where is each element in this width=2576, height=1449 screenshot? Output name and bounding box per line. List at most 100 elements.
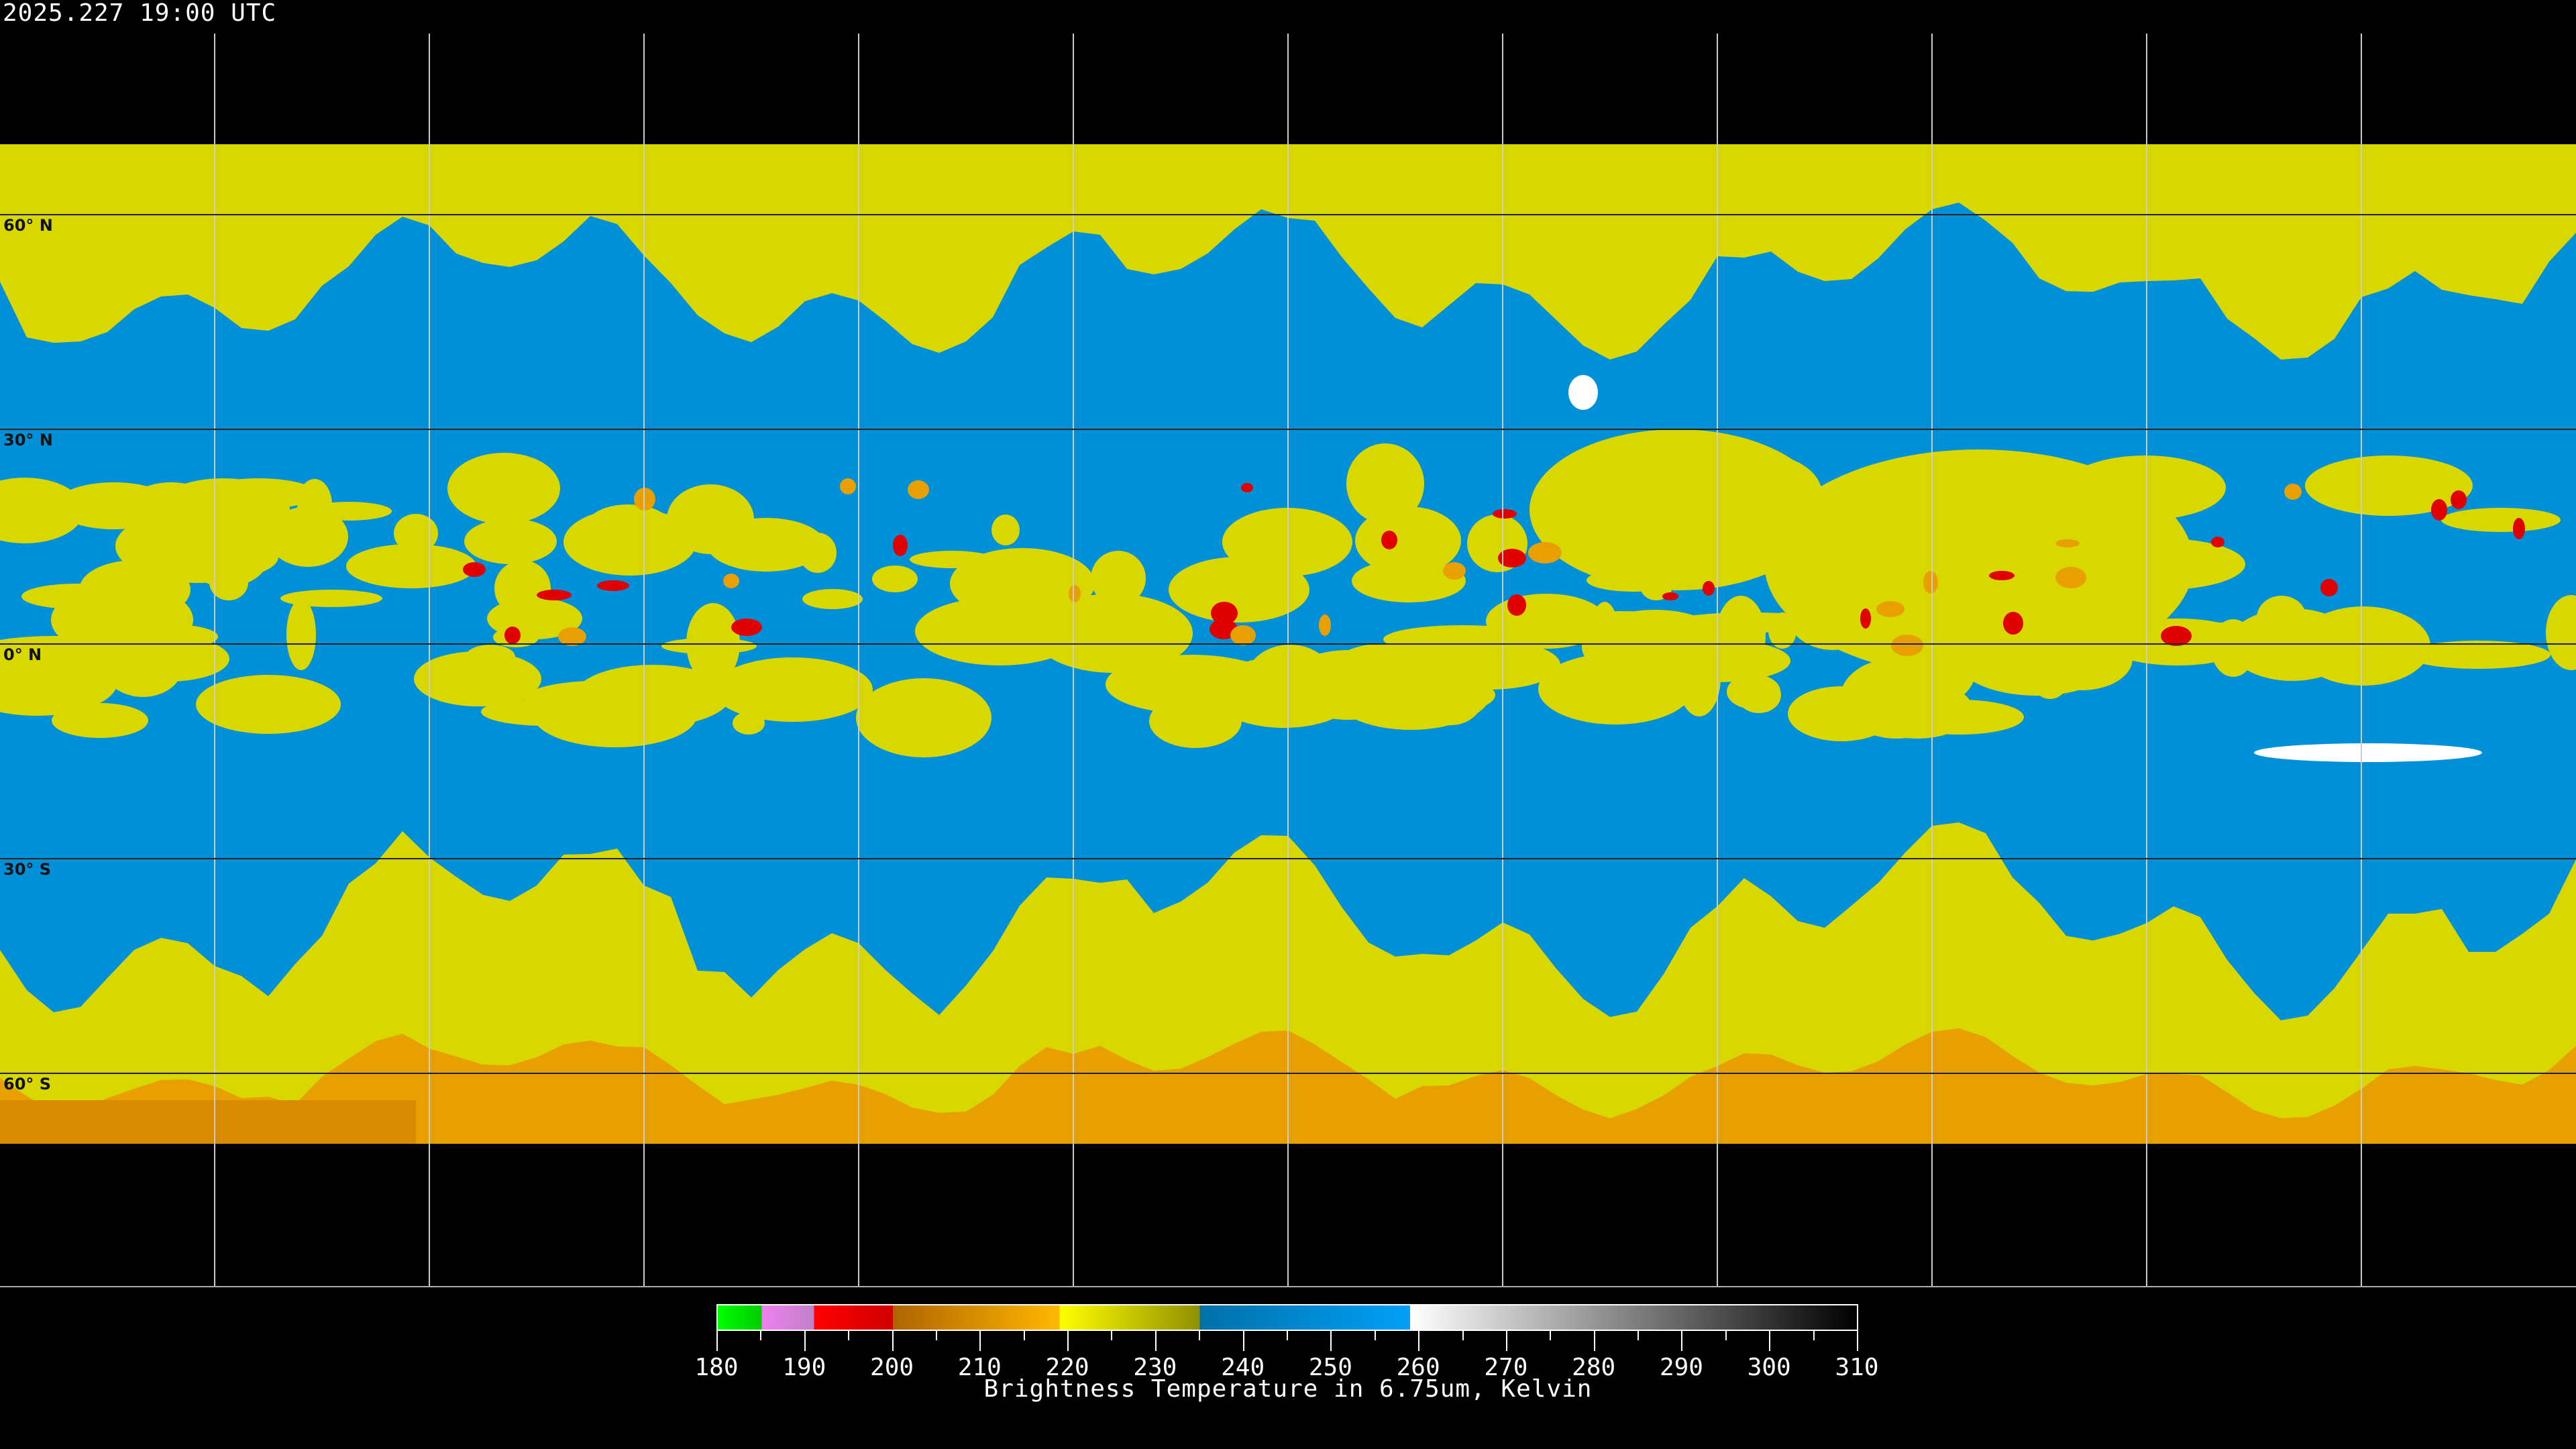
convection-cloud bbox=[103, 634, 183, 697]
colorbar bbox=[716, 1304, 1858, 1331]
cold-cloud-top bbox=[2431, 499, 2447, 521]
major-tick bbox=[1155, 1331, 1157, 1351]
cold-cloud-top bbox=[1703, 581, 1715, 596]
lat-label-60n: 60° N bbox=[3, 216, 53, 235]
tick-label: 220 bbox=[1045, 1354, 1089, 1381]
cold-cloud-top bbox=[1528, 542, 1562, 564]
convection-cloud bbox=[872, 566, 918, 592]
cold-cloud-top bbox=[1662, 592, 1678, 600]
cold-cloud-top bbox=[731, 619, 762, 636]
tick-label: 300 bbox=[1747, 1354, 1791, 1381]
convection-cloud bbox=[856, 678, 991, 757]
convection-cloud bbox=[1352, 559, 1466, 602]
cold-cloud-top bbox=[1493, 509, 1517, 519]
convection-cloud bbox=[79, 560, 191, 619]
convection-cloud bbox=[1572, 674, 1694, 715]
convection-cloud bbox=[1642, 639, 1790, 682]
cold-cloud-top bbox=[1241, 483, 1253, 492]
convection-cloud bbox=[1727, 674, 1780, 709]
convection-cloud bbox=[1330, 652, 1492, 730]
cold-cloud-top bbox=[2513, 518, 2525, 539]
minor-tick bbox=[935, 1331, 937, 1340]
cold-cloud-top bbox=[2055, 567, 2086, 588]
minor-tick bbox=[1199, 1331, 1201, 1340]
southern-cold-patch bbox=[0, 1100, 416, 1144]
cold-cloud-top bbox=[1443, 562, 1466, 580]
cold-cloud-top bbox=[1876, 601, 1904, 617]
minor-tick bbox=[1374, 1331, 1376, 1340]
major-tick bbox=[892, 1331, 894, 1351]
cold-cloud-top bbox=[2211, 537, 2224, 547]
cold-cloud-top bbox=[1498, 549, 1526, 568]
minor-tick bbox=[1550, 1331, 1552, 1340]
convection-cloud bbox=[2406, 641, 2551, 669]
tick-label: 290 bbox=[1659, 1354, 1703, 1381]
major-tick bbox=[1067, 1331, 1069, 1351]
major-tick bbox=[1681, 1331, 1683, 1351]
cold-cloud-top bbox=[1860, 608, 1871, 629]
cold-cloud-top bbox=[2161, 626, 2192, 646]
minor-tick bbox=[760, 1331, 762, 1340]
cold-cloud-top bbox=[537, 590, 572, 600]
convection-cloud bbox=[2257, 596, 2306, 640]
major-tick bbox=[716, 1331, 718, 1351]
convection-cloud bbox=[1149, 694, 1242, 748]
lat-label-30n: 30° N bbox=[3, 431, 53, 449]
tick-label: 240 bbox=[1221, 1354, 1265, 1381]
very-dry-area bbox=[2254, 743, 2482, 762]
convection-cloud bbox=[2033, 667, 2067, 699]
cold-cloud-top bbox=[1891, 635, 1923, 656]
convection-cloud bbox=[209, 564, 248, 600]
major-tick bbox=[1857, 1331, 1858, 1351]
convection-cloud bbox=[1169, 557, 1309, 623]
convection-cloud bbox=[2546, 595, 2576, 670]
convection-cloud bbox=[802, 589, 863, 609]
cold-cloud-top bbox=[2320, 579, 2338, 596]
convection-cloud bbox=[156, 478, 290, 540]
tick-label: 190 bbox=[782, 1354, 826, 1381]
convection-cloud bbox=[286, 599, 316, 670]
water-vapor-map bbox=[0, 34, 2576, 1287]
colorbar-ticks bbox=[716, 1331, 1858, 1351]
minor-tick bbox=[1638, 1331, 1640, 1340]
cold-cloud-top bbox=[597, 580, 629, 591]
major-tick bbox=[1330, 1331, 1332, 1351]
convection-cloud bbox=[1106, 655, 1277, 714]
lat-label-0: 0° N bbox=[3, 645, 42, 664]
convection-cloud bbox=[495, 466, 545, 517]
cold-cloud-top bbox=[2003, 612, 2023, 635]
convection-cloud bbox=[0, 478, 84, 543]
major-tick bbox=[1242, 1331, 1244, 1351]
convection-cloud bbox=[1383, 625, 1542, 653]
cold-cloud-top bbox=[1069, 585, 1081, 602]
convection-cloud bbox=[414, 651, 541, 706]
convection-cloud bbox=[2296, 606, 2430, 686]
cold-cloud-top bbox=[893, 535, 908, 556]
cold-cloud-top bbox=[1230, 625, 1256, 645]
minor-tick bbox=[1111, 1331, 1113, 1340]
convection-cloud bbox=[1346, 443, 1424, 524]
lat-label-30s: 30° S bbox=[3, 860, 52, 879]
cold-cloud-top bbox=[1507, 594, 1526, 616]
convection-cloud bbox=[2441, 508, 2561, 532]
map-border bbox=[0, 1286, 2576, 1287]
tick-label: 200 bbox=[870, 1354, 914, 1381]
convection-cloud bbox=[0, 649, 117, 716]
convection-cloud bbox=[394, 514, 438, 553]
convection-cloud bbox=[950, 548, 1095, 619]
convection-cloud bbox=[588, 504, 669, 542]
cold-cloud-top bbox=[723, 574, 739, 588]
tick-label: 280 bbox=[1572, 1354, 1616, 1381]
convection-cloud bbox=[667, 484, 754, 554]
convection-cloud bbox=[52, 703, 148, 738]
major-tick bbox=[1505, 1331, 1507, 1351]
convection-cloud bbox=[1862, 681, 1973, 739]
cold-cloud-top bbox=[2284, 484, 2302, 500]
cold-cloud-top bbox=[463, 562, 486, 577]
tick-label: 260 bbox=[1396, 1354, 1440, 1381]
cold-cloud-top bbox=[2451, 490, 2467, 509]
monsoon-cloud-mass bbox=[1529, 429, 1825, 590]
convection-cloud bbox=[713, 657, 873, 722]
colorbar-title: Brightness Temperature in 6.75um, Kelvin bbox=[983, 1375, 1593, 1403]
minor-tick bbox=[1023, 1331, 1025, 1340]
